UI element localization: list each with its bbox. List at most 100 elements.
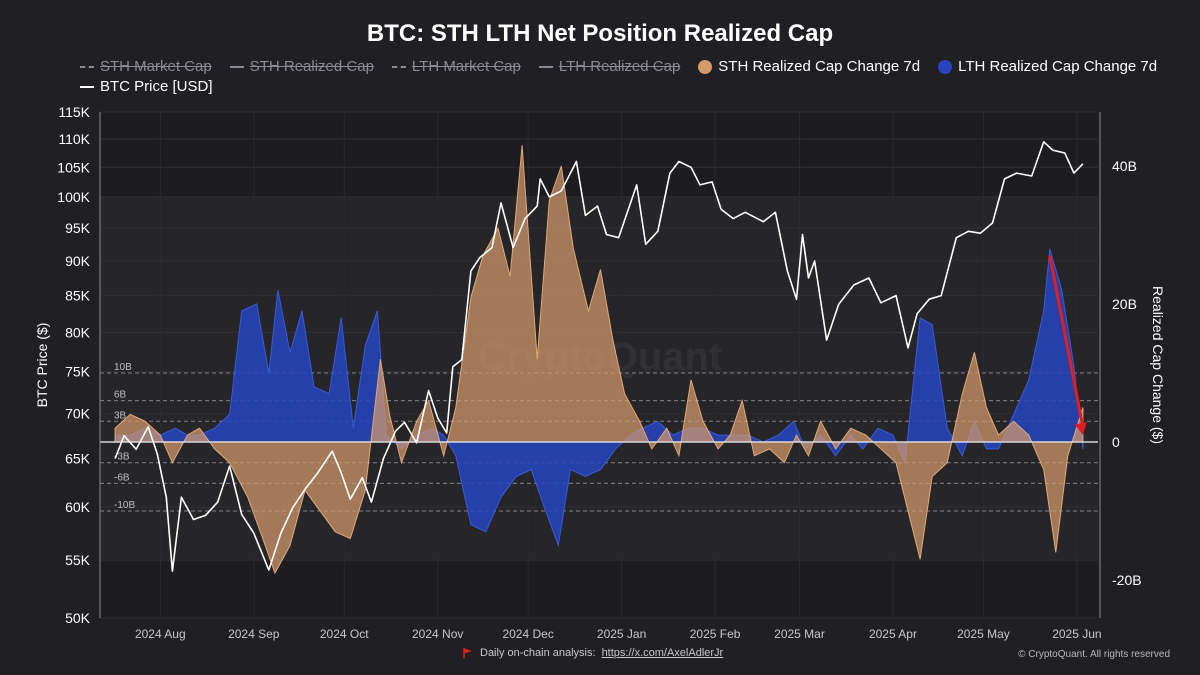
legend-item[interactable]: LTH Market Cap	[391, 58, 521, 75]
left-axis-tick-label: 65K	[65, 451, 91, 467]
data-point	[262, 538, 264, 540]
data-point	[561, 165, 563, 167]
data-point	[416, 442, 418, 444]
data-point	[895, 462, 897, 464]
legend-label: LTH Realized Cap	[558, 58, 681, 75]
copyright: © CryptoQuant. All rights reserved	[1018, 649, 1170, 660]
annotation-arrow-head	[1074, 422, 1087, 436]
left-axis-tick-label: 70K	[65, 406, 91, 422]
right-axis-tick-label: 40B	[1112, 158, 1137, 174]
data-point	[229, 414, 231, 416]
data-point	[147, 426, 149, 428]
data-point	[401, 448, 403, 450]
data-point	[669, 172, 671, 174]
data-point	[998, 434, 1000, 436]
data-point	[1031, 175, 1033, 177]
data-point	[214, 427, 216, 429]
data-point	[395, 430, 397, 432]
data-point	[437, 417, 439, 419]
data-point	[1052, 149, 1054, 151]
legend-swatch-line	[229, 65, 244, 68]
data-point	[877, 427, 879, 429]
legend-item[interactable]: STH Market Cap	[80, 58, 212, 75]
data-point	[274, 572, 276, 574]
data-point	[808, 455, 810, 457]
data-point	[280, 532, 282, 534]
legend-swatch-dot	[698, 59, 713, 74]
data-point	[880, 302, 882, 304]
data-point	[500, 202, 502, 204]
data-point	[720, 208, 722, 210]
data-point	[446, 432, 448, 434]
legend-item[interactable]: LTH Realized Cap Change 7d	[938, 58, 1157, 75]
data-point	[907, 510, 909, 512]
left-axis-tick-label: 105K	[57, 159, 90, 175]
left-axis-tick-label: 95K	[65, 220, 91, 236]
data-point	[666, 427, 668, 429]
data-point	[793, 421, 795, 423]
reference-line-label: -6B	[114, 472, 130, 483]
reference-line-label: -10B	[114, 500, 135, 511]
data-point	[1004, 178, 1006, 180]
data-point	[157, 453, 159, 455]
data-point	[144, 421, 146, 423]
data-point	[838, 304, 840, 306]
right-axis-title: Realized Cap Change ($)	[1150, 286, 1166, 444]
left-axis-tick-label: 90K	[65, 253, 91, 269]
data-point	[814, 260, 816, 262]
chart-title: BTC: STH LTH Net Position Realized Cap	[366, 20, 834, 47]
right-axis-tick-label: 0	[1112, 434, 1120, 450]
data-point	[931, 324, 933, 326]
data-point	[992, 222, 994, 224]
data-point	[512, 247, 514, 249]
data-point	[1028, 379, 1030, 381]
data-point	[597, 205, 599, 207]
data-point	[362, 477, 364, 479]
left-axis-tick-label: 60K	[65, 499, 91, 515]
data-point	[744, 212, 746, 214]
data-point	[907, 347, 909, 349]
data-point	[763, 441, 765, 443]
data-point	[1049, 248, 1051, 250]
data-point	[500, 496, 502, 498]
data-point	[129, 414, 131, 416]
legend-item[interactable]: STH Realized Cap	[229, 58, 374, 75]
legend-swatch-dot	[938, 59, 953, 74]
data-point	[365, 345, 367, 347]
data-point	[331, 450, 333, 452]
data-point	[678, 161, 680, 163]
reference-line-label: 6B	[114, 390, 127, 401]
data-point	[645, 244, 647, 246]
footer-link-prefix: Daily on-chain analysis:	[480, 647, 596, 659]
legend-item[interactable]: BTC Price [USD]	[80, 78, 213, 95]
data-point	[365, 490, 367, 492]
data-point	[217, 501, 219, 503]
data-point	[536, 205, 538, 207]
data-point	[229, 465, 231, 467]
data-point	[380, 358, 382, 360]
legend-item[interactable]: LTH Realized Cap	[538, 58, 681, 75]
x-axis-tick-label: 2024 Aug	[135, 627, 186, 641]
data-point	[301, 310, 303, 312]
data-point	[657, 231, 659, 233]
data-point	[515, 476, 517, 478]
data-point	[699, 184, 701, 186]
data-point	[974, 352, 976, 354]
data-point	[986, 448, 988, 450]
data-point	[172, 570, 174, 572]
data-point	[585, 215, 587, 217]
data-point	[416, 421, 418, 423]
data-point	[1016, 172, 1018, 174]
legend-item[interactable]: STH Realized Cap Change 7d	[698, 58, 920, 75]
data-point	[1064, 152, 1066, 154]
x-axis-tick-label: 2025 Feb	[690, 627, 741, 641]
footer-link[interactable]: https://x.com/AxelAdlerJr	[601, 647, 724, 659]
data-point	[600, 269, 602, 271]
data-point	[256, 303, 258, 305]
data-point	[672, 434, 674, 436]
data-point	[615, 448, 617, 450]
data-point	[769, 448, 771, 450]
data-point	[657, 421, 659, 423]
data-point	[160, 434, 162, 436]
